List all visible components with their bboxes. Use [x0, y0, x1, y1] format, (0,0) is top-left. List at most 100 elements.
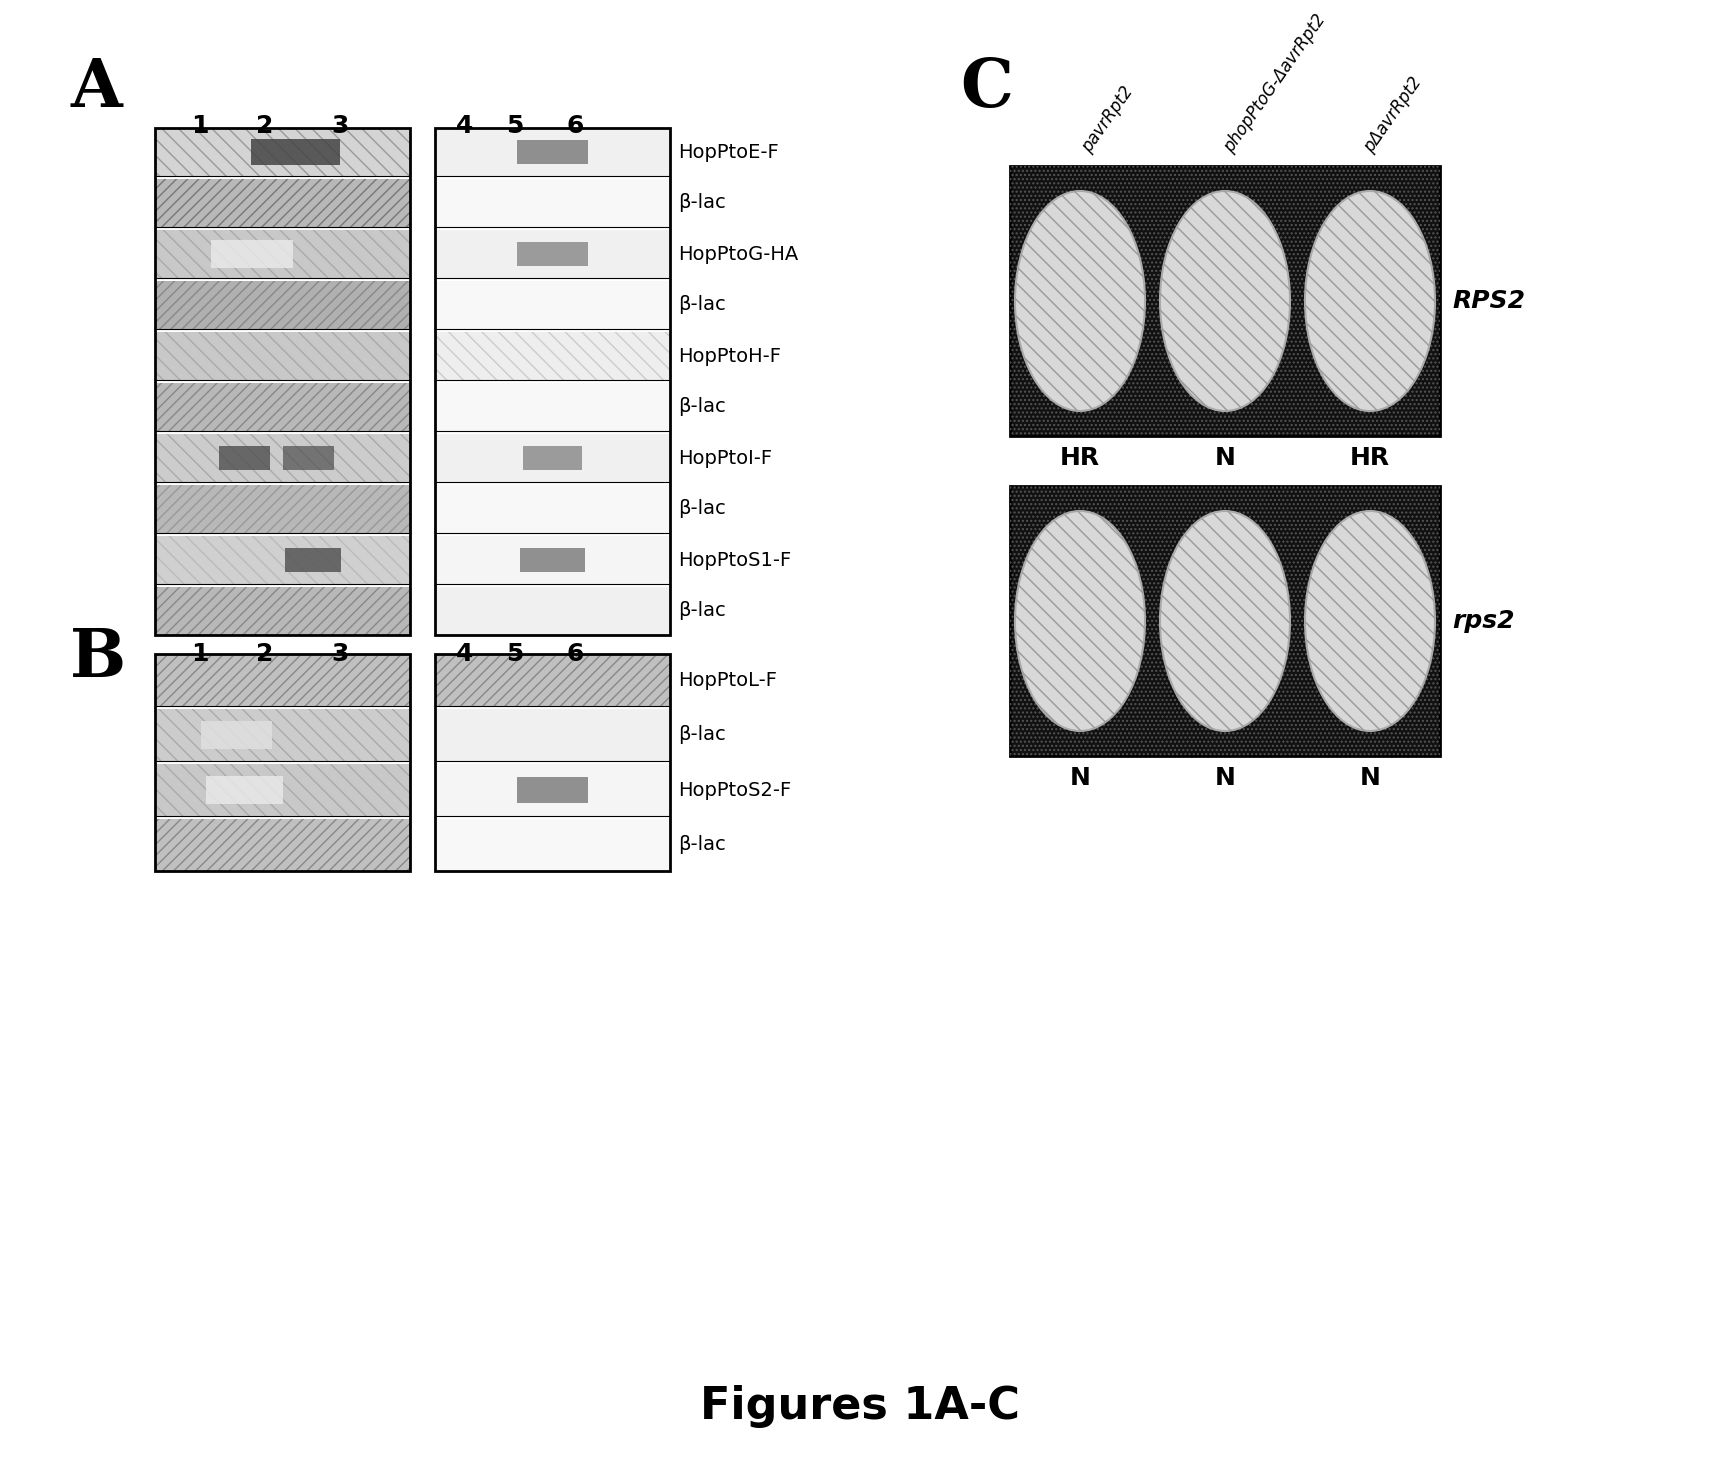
Text: 5: 5: [506, 114, 523, 137]
Ellipse shape: [1015, 511, 1146, 731]
Bar: [155, 708, 409, 762]
Bar: [155, 230, 409, 277]
Bar: [435, 819, 671, 871]
Ellipse shape: [1015, 190, 1146, 410]
Bar: [218, 446, 270, 469]
Bar: [155, 332, 409, 379]
Bar: [435, 179, 671, 227]
Text: rps2: rps2: [1452, 610, 1515, 633]
Bar: [155, 765, 409, 816]
Bar: [435, 128, 671, 176]
Ellipse shape: [1305, 190, 1434, 410]
Text: 4: 4: [456, 114, 473, 137]
Bar: [155, 486, 409, 533]
Text: HopPtoS2-F: HopPtoS2-F: [678, 781, 791, 800]
Bar: [155, 486, 409, 533]
Text: 1: 1: [191, 114, 208, 137]
Bar: [155, 654, 409, 706]
Text: HopPtoH-F: HopPtoH-F: [678, 347, 781, 366]
Text: 5: 5: [506, 642, 523, 666]
Bar: [155, 434, 409, 483]
Text: 1: 1: [191, 642, 208, 666]
Bar: [435, 486, 671, 533]
Bar: [155, 654, 409, 871]
Text: β-lac: β-lac: [678, 602, 726, 620]
Bar: [155, 587, 409, 635]
Text: N: N: [1359, 766, 1381, 790]
Bar: [518, 242, 588, 266]
Bar: [155, 765, 409, 816]
Bar: [155, 708, 409, 762]
Bar: [155, 382, 409, 431]
Text: HopPtoS1-F: HopPtoS1-F: [678, 551, 791, 570]
Text: N: N: [1070, 766, 1090, 790]
Bar: [286, 548, 341, 573]
Bar: [435, 587, 671, 635]
Ellipse shape: [1159, 190, 1290, 410]
Bar: [155, 536, 409, 584]
Bar: [201, 720, 272, 750]
Text: 6: 6: [566, 642, 583, 666]
Bar: [1010, 486, 1440, 756]
Bar: [251, 139, 341, 165]
Text: 3: 3: [332, 642, 349, 666]
Text: N: N: [1214, 446, 1235, 469]
Text: β-lac: β-lac: [678, 397, 726, 416]
Bar: [155, 332, 409, 379]
Bar: [155, 587, 409, 635]
Bar: [155, 230, 409, 277]
Ellipse shape: [1159, 511, 1290, 731]
Bar: [435, 434, 671, 483]
Bar: [519, 548, 585, 573]
Text: 3: 3: [332, 114, 349, 137]
Text: HopPtoI-F: HopPtoI-F: [678, 449, 772, 468]
Text: RPS2: RPS2: [1452, 289, 1526, 313]
Bar: [435, 708, 671, 762]
Bar: [435, 654, 671, 871]
Text: 4: 4: [456, 642, 473, 666]
Bar: [435, 382, 671, 431]
Text: 2: 2: [256, 114, 273, 137]
Bar: [155, 128, 409, 176]
Bar: [155, 819, 409, 871]
Bar: [435, 332, 671, 379]
Ellipse shape: [1305, 511, 1434, 731]
Text: HR: HR: [1350, 446, 1390, 469]
Bar: [523, 446, 581, 469]
Bar: [282, 446, 334, 469]
Bar: [1010, 486, 1440, 756]
Bar: [518, 776, 588, 803]
Text: Figures 1A-C: Figures 1A-C: [700, 1384, 1020, 1427]
Bar: [435, 332, 671, 379]
Bar: [155, 819, 409, 871]
Bar: [1010, 165, 1440, 435]
Bar: [155, 128, 409, 635]
Bar: [155, 280, 409, 329]
Text: 6: 6: [566, 114, 583, 137]
Bar: [155, 179, 409, 227]
Bar: [155, 179, 409, 227]
Text: HopPtoE-F: HopPtoE-F: [678, 143, 779, 161]
Bar: [206, 776, 282, 804]
Text: A: A: [71, 56, 122, 121]
Text: phopPtoG-ΔavrRpt2: phopPtoG-ΔavrRpt2: [1219, 10, 1330, 156]
Text: β-lac: β-lac: [678, 295, 726, 314]
Text: β-lac: β-lac: [678, 193, 726, 213]
Bar: [435, 765, 671, 816]
Text: HopPtoG-HA: HopPtoG-HA: [678, 245, 798, 264]
Bar: [155, 382, 409, 431]
Bar: [518, 140, 588, 164]
Bar: [435, 654, 671, 706]
Text: pavrRpt2: pavrRpt2: [1078, 83, 1137, 156]
Bar: [155, 536, 409, 584]
Text: C: C: [960, 56, 1013, 121]
Text: B: B: [71, 626, 126, 691]
Text: 2: 2: [256, 642, 273, 666]
Bar: [435, 654, 671, 706]
Bar: [155, 654, 409, 706]
Text: β-lac: β-lac: [678, 835, 726, 855]
Bar: [435, 280, 671, 329]
Bar: [212, 239, 292, 269]
Text: HopPtoL-F: HopPtoL-F: [678, 670, 777, 689]
Text: β-lac: β-lac: [678, 726, 726, 744]
